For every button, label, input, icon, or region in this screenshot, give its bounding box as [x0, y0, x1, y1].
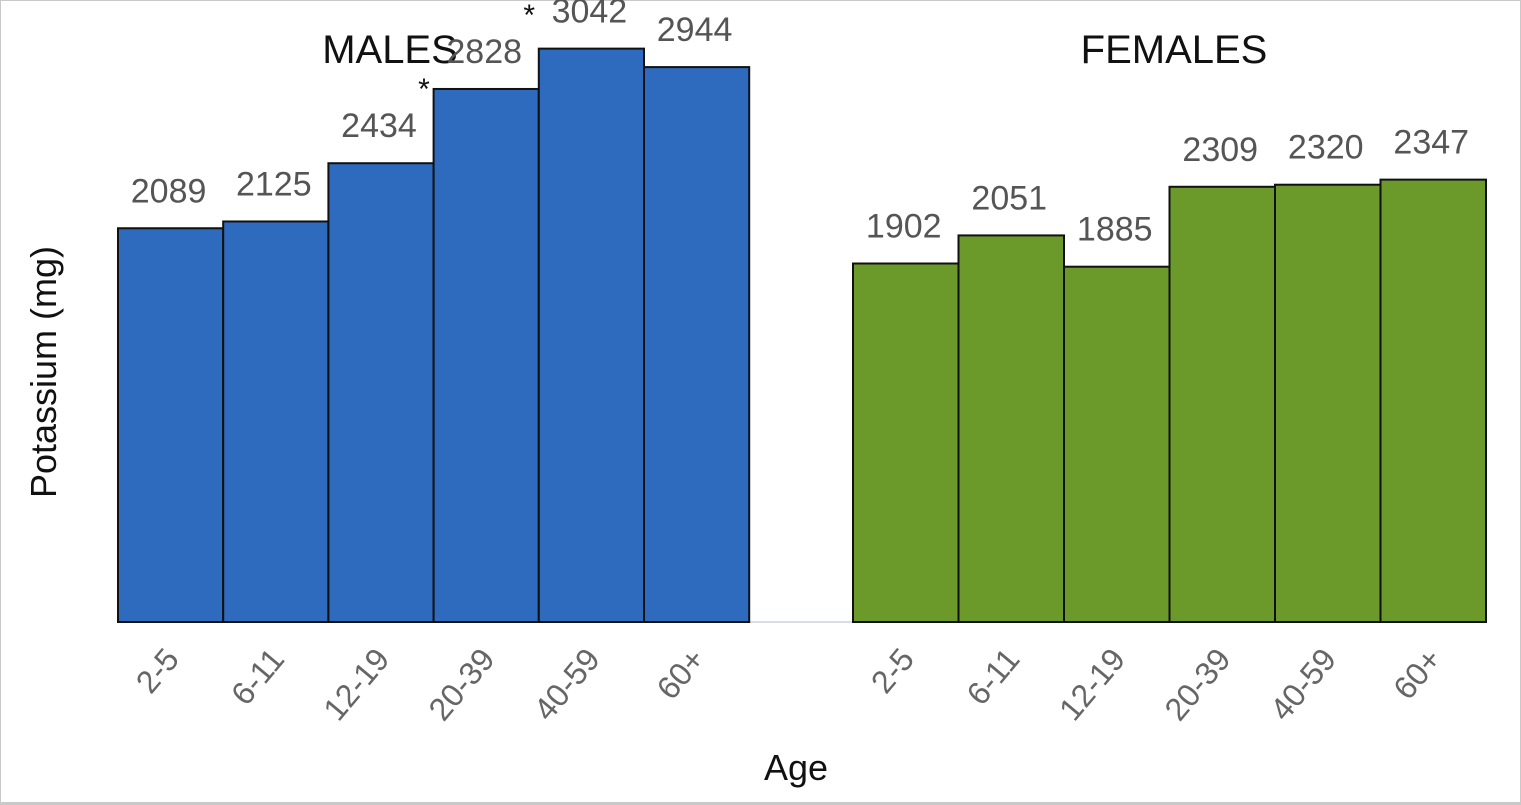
males-bar-60+ [643, 66, 751, 624]
females-value-label-6-11: 2051 [971, 179, 1047, 217]
males-value-label-60+: 2944 [657, 11, 733, 49]
males-value-label-6-11: 2125 [236, 165, 312, 203]
males-value-label-12-19: 2434 [341, 107, 417, 145]
females-value-label-2-5: 1902 [866, 208, 942, 246]
males-tick-label-60+: 60+ [649, 641, 711, 706]
males-tick-label-20-39: 20-39 [421, 641, 501, 727]
chart-marks: MALES20892-521256-112434*12-192828*20-39… [117, 0, 1487, 727]
females-tick-label-2-5: 2-5 [864, 641, 921, 700]
males-bar-12-19 [327, 162, 435, 623]
females-value-label-60+: 2347 [1393, 124, 1469, 162]
males-bar-40-59 [537, 47, 645, 623]
females-tick-label-60+: 60+ [1386, 641, 1448, 706]
females-bar-12-19 [1063, 265, 1171, 623]
females-tick-label-40-59: 40-59 [1263, 641, 1343, 727]
females-value-label-20-39: 2309 [1182, 131, 1258, 169]
males-value-label-40-59: 3042 [552, 0, 628, 31]
females-bar-6-11 [957, 234, 1065, 623]
x-axis-title: Age [764, 747, 828, 788]
males-tick-label-40-59: 40-59 [527, 641, 607, 727]
males-value-label-20-39: 2828 [446, 33, 522, 71]
females-tick-label-12-19: 12-19 [1052, 641, 1132, 727]
males-significance-mark-12-19: * [418, 73, 430, 106]
females-panel-title: FEMALES [1081, 28, 1268, 72]
males-bar-20-39 [432, 87, 540, 624]
y-axis-title: Potassium (mg) [23, 246, 64, 498]
males-bar-2-5 [117, 227, 225, 623]
males-significance-mark-60+: * [734, 0, 746, 10]
females-bar-40-59 [1274, 183, 1382, 623]
females-bar-60+ [1379, 178, 1487, 623]
females-tick-label-20-39: 20-39 [1157, 641, 1237, 727]
males-tick-label-6-11: 6-11 [224, 641, 291, 711]
males-tick-label-12-19: 12-19 [316, 641, 396, 727]
males-value-label-2-5: 2089 [131, 172, 207, 210]
females-bar-20-39 [1168, 185, 1276, 623]
males-panel-title: MALES [322, 28, 458, 72]
males-bar-6-11 [222, 220, 330, 623]
males-tick-label-2-5: 2-5 [129, 641, 186, 700]
females-bar-2-5 [852, 262, 960, 623]
males-significance-mark-20-39: * [523, 0, 535, 32]
females-tick-label-6-11: 6-11 [959, 641, 1026, 711]
females-value-label-40-59: 2320 [1288, 129, 1364, 167]
females-value-label-12-19: 1885 [1077, 211, 1153, 249]
